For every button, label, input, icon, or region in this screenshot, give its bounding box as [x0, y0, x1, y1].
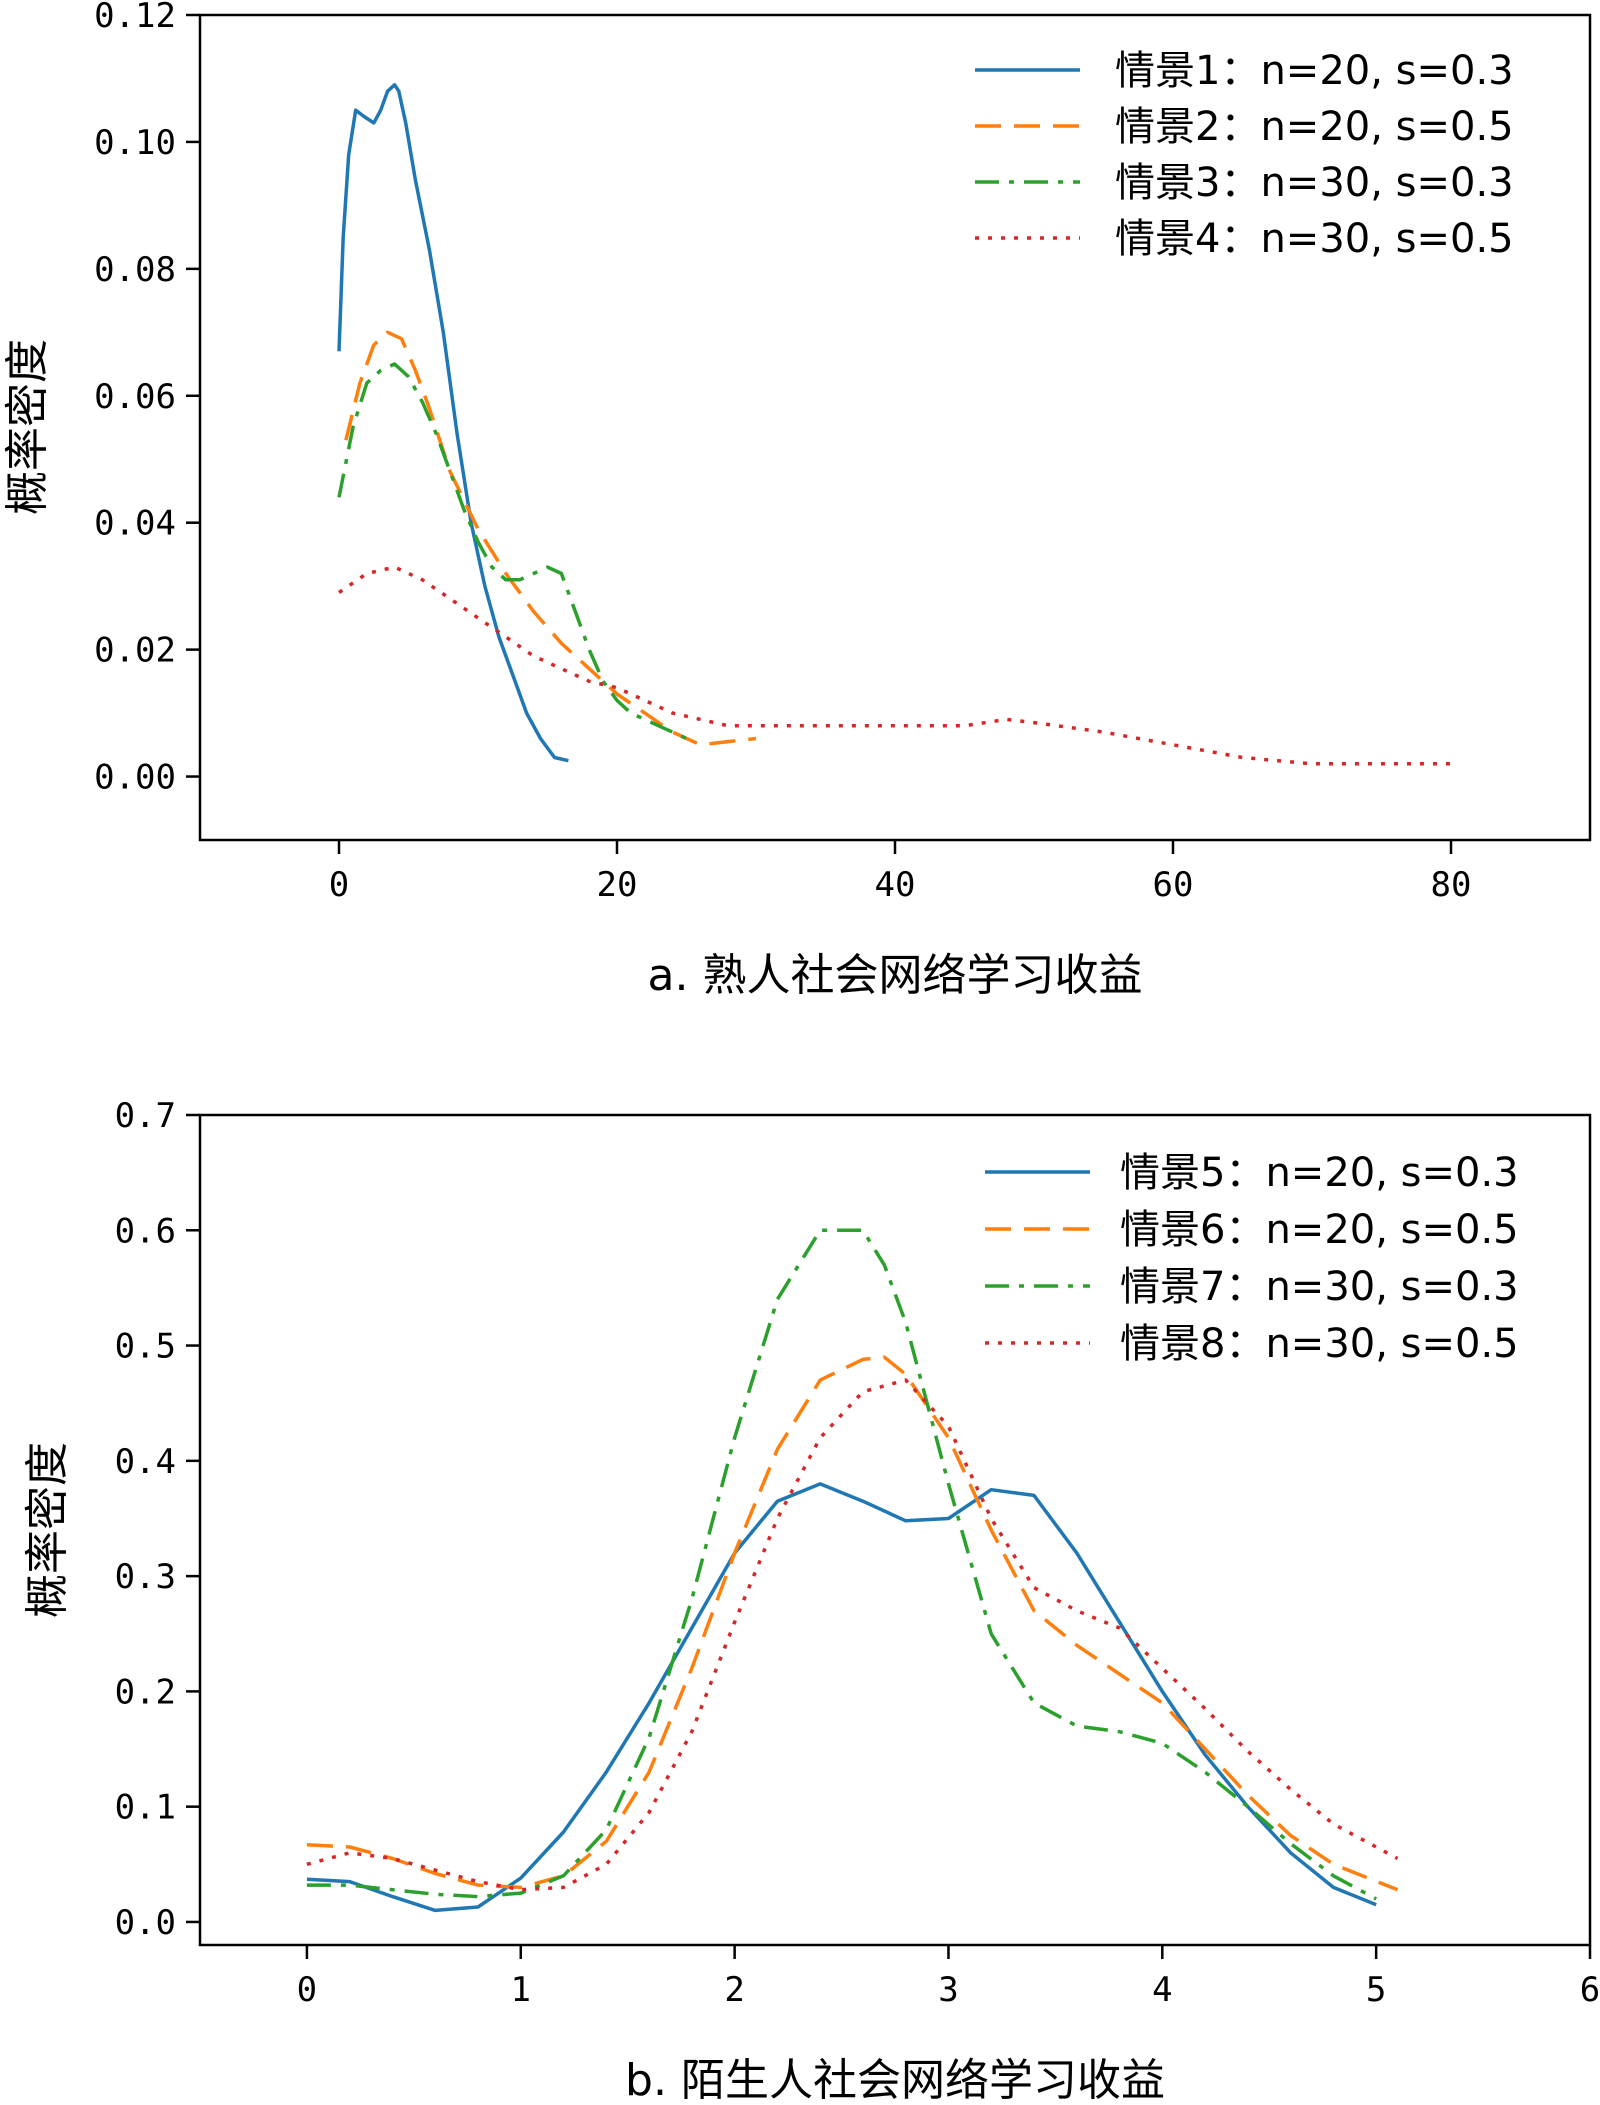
- y-tick-label: 0.1: [115, 1788, 176, 1828]
- y-tick-label: 0.0: [115, 1903, 176, 1943]
- x-tick-label: 5: [1366, 1970, 1386, 2010]
- plot-b-series: [306, 1228, 1399, 1913]
- y-tick-label: 0.4: [115, 1442, 176, 1482]
- series-line-b-1: [306, 1482, 1377, 1913]
- legend-label: 情景5：n=20, s=0.3: [1120, 1150, 1519, 1196]
- panel-b: 0 1 2 3 4 5 6 0.0 0.1 0.2 0.3 0.4 0.5 0.6 0.7 b. 陌生人社…: [22, 1096, 1600, 2105]
- y-tick-label: 0.5: [115, 1327, 176, 1367]
- plot-b-ylabel: 概率密度: [22, 1442, 73, 1618]
- y-tick-label: 0.02: [94, 631, 176, 671]
- legend-label: 情景7：n=30, s=0.3: [1120, 1264, 1519, 1310]
- plot-b-xlabel: b. 陌生人社会网络学习收益: [625, 2055, 1165, 2105]
- series-line-a-4: [338, 565, 1451, 766]
- x-tick-label: 60: [1153, 865, 1194, 905]
- x-tick-label: 3: [938, 1970, 958, 2010]
- series-line-a-2: [344, 330, 757, 747]
- x-tick-label: 1: [511, 1970, 531, 2010]
- x-tick-label: 4: [1152, 1970, 1172, 2010]
- legend-label: 情景4：n=30, s=0.5: [1115, 216, 1514, 262]
- panel-a: 0 20 40 60 80 0.00 0.02 0.04 0.06 0.08 0.10 0.12 a…: [2, 0, 1592, 1001]
- legend-label: 情景1：n=20, s=0.3: [1115, 48, 1514, 94]
- plot-b-frame: [198, 1113, 1592, 1947]
- x-tick-label: 40: [875, 865, 916, 905]
- plot-b-y-ticks: 0.0 0.1 0.2 0.3 0.4 0.5 0.6 0.7: [115, 1096, 200, 1943]
- legend-label: 情景2：n=20, s=0.5: [1115, 104, 1514, 150]
- legend-label: 情景3：n=30, s=0.3: [1115, 160, 1514, 206]
- legend-label: 情景8：n=30, s=0.5: [1120, 1321, 1519, 1367]
- plot-a-y-ticks: 0.00 0.02 0.04 0.06 0.08 0.10 0.12: [94, 0, 200, 798]
- series-line-b-3: [306, 1228, 1378, 1901]
- y-tick-label: 0.7: [115, 1096, 176, 1136]
- x-tick-label: 80: [1431, 865, 1472, 905]
- plot-a-xlabel: a. 熟人社会网络学习收益: [648, 950, 1143, 1001]
- series-line-a-1: [337, 83, 569, 763]
- y-tick-label: 0.12: [94, 0, 176, 36]
- plot-a-ylabel: 概率密度: [2, 339, 53, 515]
- y-tick-label: 0.04: [94, 504, 176, 544]
- series-line-a-3: [337, 362, 688, 741]
- x-tick-label: 0: [329, 865, 349, 905]
- x-tick-label: 0: [297, 1970, 317, 2010]
- y-tick-label: 0.06: [94, 377, 176, 417]
- plot-b-x-ticks: 0 1 2 3 4 5 6: [297, 1945, 1600, 2010]
- x-tick-label: 6: [1580, 1970, 1600, 2010]
- series-line-b-2: [306, 1355, 1399, 1892]
- y-tick-label: 0.10: [94, 123, 176, 163]
- y-tick-label: 0.2: [115, 1672, 176, 1712]
- y-tick-label: 0.00: [94, 758, 176, 798]
- series-line-b-4: [306, 1378, 1399, 1892]
- plot-a-x-ticks: 0 20 40 60 80: [329, 840, 1472, 905]
- y-tick-label: 0.3: [115, 1557, 176, 1597]
- plot-a-series: [337, 83, 1451, 766]
- plot-a-legend: 情景1：n=20, s=0.3 情景2：n=20, s=0.5 情景3：n=30, …: [975, 48, 1514, 262]
- y-tick-label: 0.6: [115, 1211, 176, 1251]
- y-tick-label: 0.08: [94, 250, 176, 290]
- x-tick-label: 20: [597, 865, 638, 905]
- x-tick-label: 2: [724, 1970, 744, 2010]
- legend-label: 情景6：n=20, s=0.5: [1120, 1207, 1519, 1253]
- plot-b-legend: 情景5：n=20, s=0.3 情景6：n=20, s=0.5 情景7：n=30, …: [985, 1150, 1519, 1367]
